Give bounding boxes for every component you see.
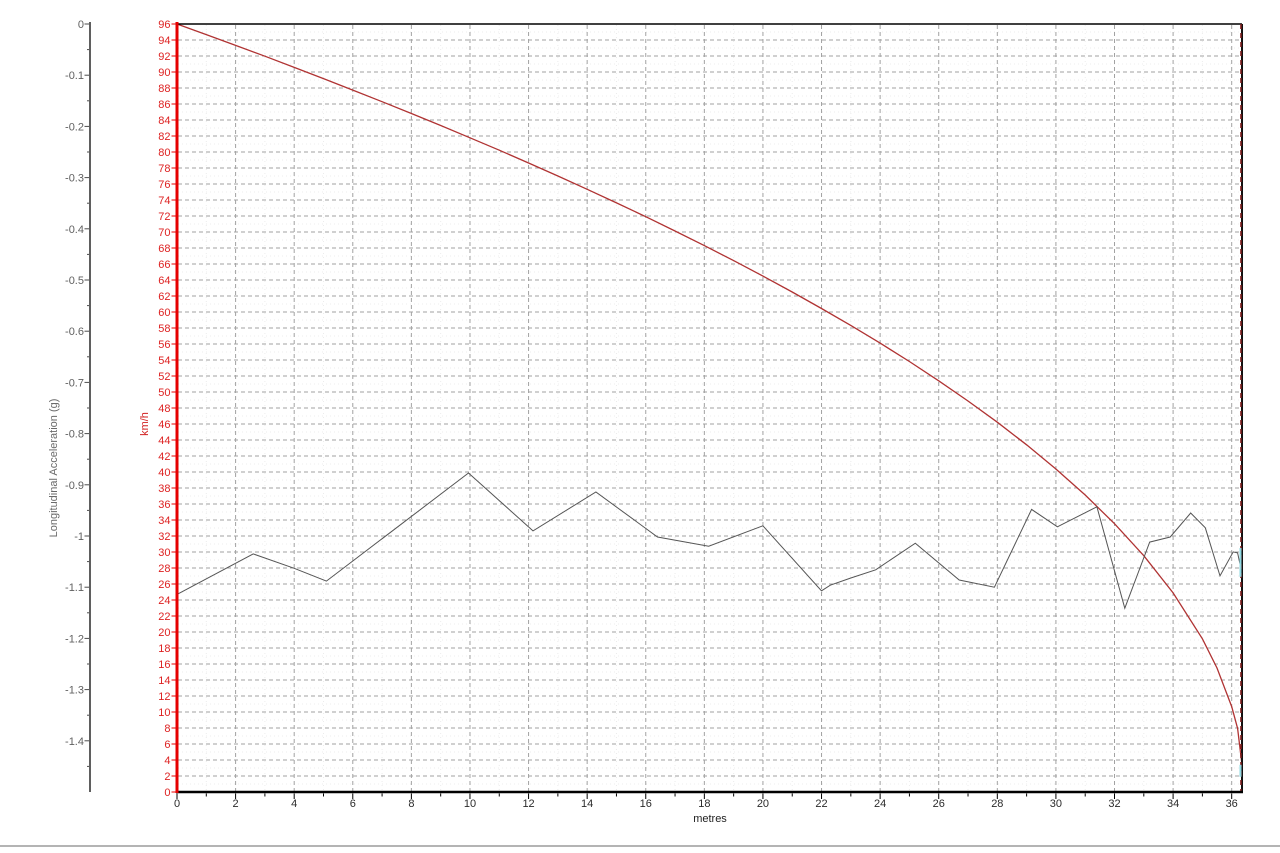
x-tick-label: 24	[874, 798, 886, 810]
speed-tick-label: 90	[158, 67, 170, 79]
acceleration-tick-label: -1.3	[65, 685, 84, 697]
acceleration-tick-label: -0.8	[65, 429, 84, 441]
x-axis-title: metres	[693, 813, 727, 825]
acceleration-tick-label: -1	[74, 531, 84, 543]
speed-tick-label: 94	[158, 35, 170, 47]
acceleration-tick-label: -0.3	[65, 173, 84, 185]
major-gridlines	[178, 25, 1241, 791]
speed-tick-label: 12	[158, 691, 170, 703]
speed-tick-label: 4	[164, 755, 170, 767]
speed-tick-label: 14	[158, 675, 170, 687]
speed-tick-label: 64	[158, 275, 170, 287]
speed-tick-label: 16	[158, 659, 170, 671]
speed-axis-title: km/h	[139, 412, 151, 436]
x-tick-label: 4	[291, 798, 297, 810]
speed-tick-label: 50	[158, 387, 170, 399]
speed-tick-label: 52	[158, 371, 170, 383]
speed-tick-label: 72	[158, 211, 170, 223]
acceleration-axis-title: Longitudinal Acceleration (g)	[48, 399, 60, 538]
acceleration-tick-label: -0.2	[65, 121, 84, 133]
speed-tick-label: 20	[158, 627, 170, 639]
tick-labels: 0246810121416182022242628303234363840424…	[65, 19, 1238, 810]
x-tick-label: 16	[640, 798, 652, 810]
acceleration-tick-label: -1.4	[65, 736, 84, 748]
x-tick-label: 26	[933, 798, 945, 810]
speed-curve	[176, 23, 1243, 765]
bottom-divider	[0, 845, 1280, 847]
speed-tick-label: 76	[158, 179, 170, 191]
speed-tick-label: 54	[158, 355, 170, 367]
speed-tick-label: 30	[158, 547, 170, 559]
x-tick-label: 6	[350, 798, 356, 810]
speed-tick-label: 66	[158, 259, 170, 271]
x-tick-label: 2	[233, 798, 239, 810]
acceleration-tick-label: 0	[78, 19, 84, 31]
speed-tick-label: 84	[158, 115, 170, 127]
acceleration-tick-label: -0.5	[65, 275, 84, 287]
speed-tick-label: 86	[158, 99, 170, 111]
speed-tick-label: 40	[158, 467, 170, 479]
x-tick-label: 8	[408, 798, 414, 810]
acceleration-tick-label: -0.4	[65, 224, 84, 236]
speed-tick-label: 8	[164, 723, 170, 735]
speed-tick-label: 68	[158, 243, 170, 255]
acceleration-trace	[176, 472, 1243, 610]
x-tick-label: 22	[815, 798, 827, 810]
x-tick-label: 0	[174, 798, 180, 810]
speed-tick-label: 34	[158, 515, 170, 527]
speed-tick-label: 46	[158, 419, 170, 431]
x-tick-label: 30	[1050, 798, 1062, 810]
x-tick-label: 14	[581, 798, 593, 810]
speed-tick-label: 58	[158, 323, 170, 335]
x-tick-label: 32	[1108, 798, 1120, 810]
speed-tick-label: 6	[164, 739, 170, 751]
speed-tick-label: 24	[158, 595, 170, 607]
speed-tick-label: 82	[158, 131, 170, 143]
speed-tick-label: 44	[158, 435, 170, 447]
speed-tick-label: 92	[158, 51, 170, 63]
acceleration-tick-label: -0.7	[65, 377, 84, 389]
x-tick-label: 10	[464, 798, 476, 810]
acceleration-tick-label: -0.9	[65, 480, 84, 492]
speed-tick-label: 42	[158, 451, 170, 463]
speed-tick-label: 48	[158, 403, 170, 415]
speed-tick-label: 78	[158, 163, 170, 175]
x-tick-label: 20	[757, 798, 769, 810]
axes-and-ticks	[84, 22, 1233, 799]
speed-tick-label: 38	[158, 483, 170, 495]
speed-tick-label: 96	[158, 19, 170, 31]
data-series	[176, 23, 1243, 765]
speed-tick-label: 88	[158, 83, 170, 95]
speed-tick-label: 10	[158, 707, 170, 719]
x-tick-label: 28	[991, 798, 1003, 810]
speed-tick-label: 32	[158, 531, 170, 543]
speed-tick-label: 0	[164, 787, 170, 799]
speed-tick-label: 80	[158, 147, 170, 159]
acceleration-tick-label: -1.2	[65, 633, 84, 645]
acceleration-tick-label: -0.6	[65, 326, 84, 338]
x-tick-label: 36	[1226, 798, 1238, 810]
x-tick-label: 34	[1167, 798, 1179, 810]
x-tick-label: 18	[698, 798, 710, 810]
speed-tick-label: 60	[158, 307, 170, 319]
speed-tick-label: 36	[158, 499, 170, 511]
speed-tick-label: 62	[158, 291, 170, 303]
speed-tick-label: 2	[164, 771, 170, 783]
speed-tick-label: 70	[158, 227, 170, 239]
speed-tick-label: 22	[158, 611, 170, 623]
acceleration-tick-label: -0.1	[65, 70, 84, 82]
x-tick-label: 12	[522, 798, 534, 810]
plot-borders	[176, 23, 1243, 794]
speed-tick-label: 74	[158, 195, 170, 207]
speed-tick-label: 56	[158, 339, 170, 351]
speed-tick-label: 18	[158, 643, 170, 655]
speed-tick-label: 28	[158, 563, 170, 575]
acceleration-tick-label: -1.1	[65, 582, 84, 594]
speed-tick-label: 26	[158, 579, 170, 591]
